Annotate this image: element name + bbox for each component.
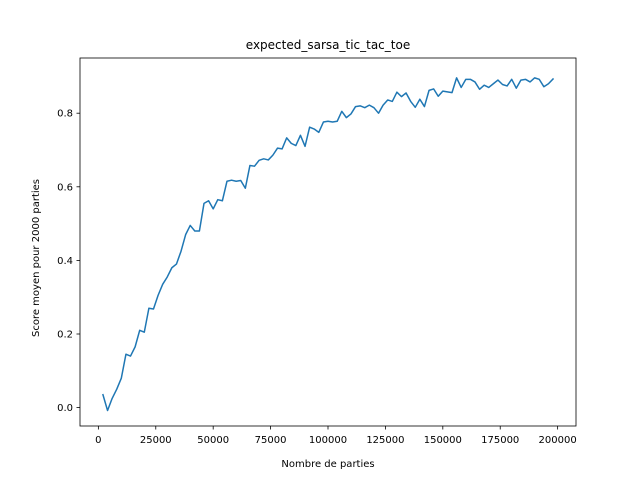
y-tick-label: 0.8 bbox=[57, 109, 73, 120]
x-tick-label: 200000 bbox=[539, 435, 577, 446]
y-tick-label: 0.0 bbox=[57, 403, 73, 414]
y-tick-label: 0.4 bbox=[57, 256, 73, 267]
chart-title: expected_sarsa_tic_tac_toe bbox=[246, 38, 410, 52]
x-tick-label: 125000 bbox=[366, 435, 404, 446]
x-tick-label: 0 bbox=[95, 435, 101, 446]
series-line-0 bbox=[102, 77, 555, 412]
plot-area: 0 25000 50000 75000 100000 125000 150000 175000… bbox=[57, 57, 577, 446]
x-tick-label: 100000 bbox=[309, 435, 347, 446]
x-tick-label: 25000 bbox=[140, 435, 172, 446]
y-tick-label: 0.6 bbox=[57, 182, 73, 193]
y-tick-label: 0.2 bbox=[57, 330, 73, 341]
x-tick-label: 150000 bbox=[424, 435, 462, 446]
y-axis-label: Score moyen pour 2000 parties bbox=[31, 179, 42, 337]
x-tick-label: 75000 bbox=[255, 435, 287, 446]
x-tick-label: 175000 bbox=[481, 435, 519, 446]
x-axis-label: Nombre de parties bbox=[281, 459, 374, 470]
x-tick-label: 50000 bbox=[197, 435, 229, 446]
